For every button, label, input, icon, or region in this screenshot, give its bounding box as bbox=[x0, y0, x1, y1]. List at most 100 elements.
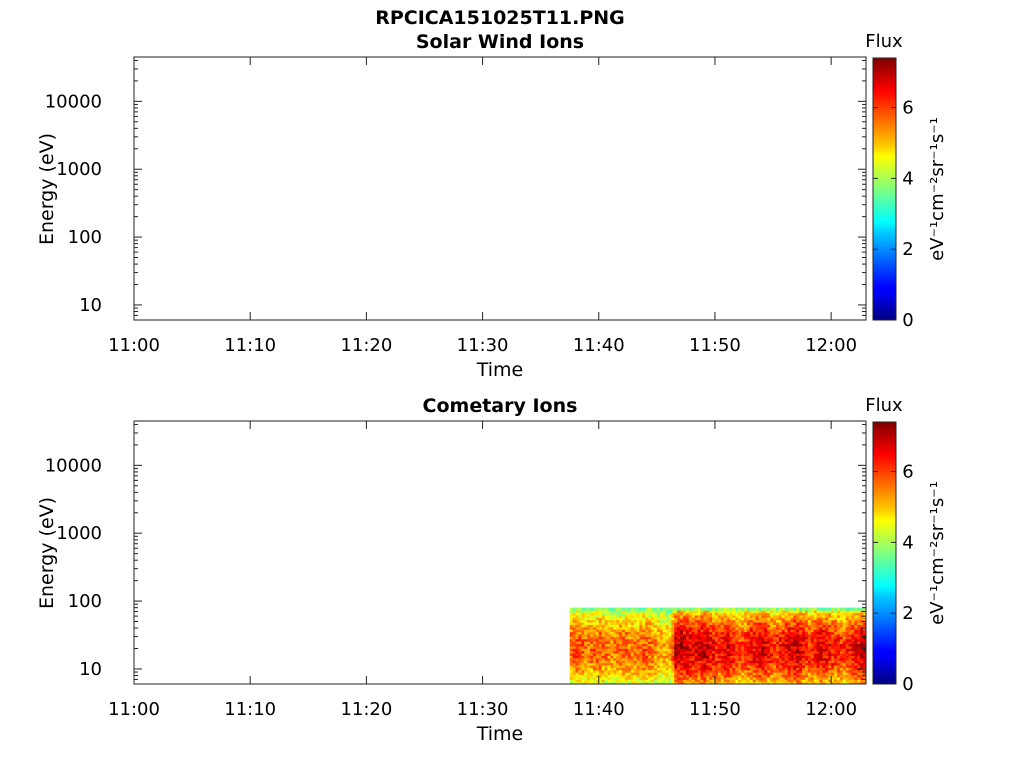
heatmap-cell bbox=[581, 657, 585, 661]
heatmap-cell bbox=[799, 676, 803, 680]
heatmap-cell bbox=[616, 621, 620, 625]
heatmap-cell bbox=[712, 643, 716, 647]
heatmap-cell bbox=[758, 648, 763, 652]
heatmap-cell bbox=[778, 617, 783, 621]
heatmap-cell bbox=[802, 629, 806, 633]
heatmap-cell bbox=[836, 633, 841, 637]
heatmap-cell bbox=[720, 614, 725, 618]
heatmap-cell bbox=[790, 614, 794, 618]
heatmap-cell bbox=[619, 612, 623, 616]
heatmap-cell bbox=[691, 674, 696, 678]
heatmap-cell bbox=[805, 629, 809, 633]
heatmap-cell bbox=[595, 641, 600, 645]
heatmap-cell bbox=[857, 674, 861, 678]
heatmap-cell bbox=[822, 660, 826, 664]
heatmap-cell bbox=[685, 641, 690, 645]
heatmap-cell bbox=[581, 619, 585, 623]
heatmap-cell bbox=[741, 648, 745, 652]
heatmap-cell bbox=[729, 621, 733, 625]
heatmap-cell bbox=[825, 645, 829, 649]
heatmap-cell bbox=[790, 624, 794, 628]
heatmap-cell bbox=[584, 657, 588, 661]
heatmap-cell bbox=[630, 669, 635, 673]
heatmap-cell bbox=[622, 650, 626, 654]
heatmap-cell bbox=[627, 643, 632, 647]
heatmap-cell bbox=[723, 648, 728, 652]
heatmap-cell bbox=[709, 636, 713, 640]
heatmap-cell bbox=[857, 672, 861, 676]
heatmap-cell bbox=[802, 607, 806, 611]
heatmap-cell bbox=[860, 633, 864, 637]
heatmap-cell bbox=[662, 672, 667, 676]
heatmap-cell bbox=[828, 612, 832, 616]
heatmap-cell bbox=[685, 667, 690, 671]
heatmap-cell bbox=[845, 650, 850, 654]
heatmap-cell bbox=[630, 657, 635, 661]
heatmap-cell bbox=[706, 681, 710, 684]
heatmap-cell bbox=[630, 664, 635, 668]
heatmap-cell bbox=[764, 657, 768, 661]
heatmap-cell bbox=[755, 619, 760, 623]
heatmap-cell bbox=[825, 629, 829, 633]
heatmap-cell bbox=[581, 681, 585, 684]
heatmap-cell bbox=[781, 676, 786, 680]
heatmap-cell bbox=[601, 619, 606, 623]
heatmap-cell bbox=[854, 643, 858, 647]
heatmap-cell bbox=[796, 650, 800, 654]
heatmap-cell bbox=[767, 660, 771, 664]
heatmap-cell bbox=[758, 641, 763, 645]
heatmap-cell bbox=[592, 681, 597, 684]
heatmap-cell bbox=[831, 669, 835, 673]
heatmap-cell bbox=[761, 610, 765, 614]
heatmap-cell bbox=[775, 650, 780, 654]
heatmap-cell bbox=[590, 681, 594, 684]
heatmap-cell bbox=[845, 621, 850, 625]
heatmap-cell bbox=[607, 626, 611, 630]
heatmap-cell bbox=[810, 624, 815, 628]
heatmap-cell bbox=[636, 621, 641, 625]
colorbar-title: Flux bbox=[865, 395, 903, 416]
heatmap-cell bbox=[836, 641, 841, 645]
heatmap-cell bbox=[758, 614, 763, 618]
heatmap-cell bbox=[738, 624, 742, 628]
heatmap-cell bbox=[781, 667, 786, 671]
heatmap-cell bbox=[717, 610, 722, 614]
heatmap-cell bbox=[746, 619, 751, 623]
heatmap-cell bbox=[677, 633, 681, 637]
heatmap-cell bbox=[595, 629, 600, 633]
heatmap-cell bbox=[860, 631, 864, 635]
heatmap-cell bbox=[784, 621, 789, 625]
heatmap-cell bbox=[587, 652, 591, 656]
heatmap-cell bbox=[639, 614, 643, 618]
heatmap-cell bbox=[802, 664, 806, 668]
heatmap-cell bbox=[848, 648, 853, 652]
heatmap-cell bbox=[744, 619, 748, 623]
heatmap-cell bbox=[569, 617, 574, 621]
heatmap-cell bbox=[761, 662, 765, 666]
heatmap-cell bbox=[627, 626, 632, 630]
heatmap-cell bbox=[764, 655, 768, 659]
heatmap-cell bbox=[630, 672, 635, 676]
heatmap-cell bbox=[700, 669, 704, 673]
heatmap-cell bbox=[642, 669, 646, 673]
heatmap-cell bbox=[613, 610, 617, 614]
heatmap-cell bbox=[781, 655, 786, 659]
heatmap-cell bbox=[677, 669, 681, 673]
heatmap-cell bbox=[784, 648, 789, 652]
heatmap-cell bbox=[685, 607, 690, 611]
heatmap-cell bbox=[778, 657, 783, 661]
heatmap-cell bbox=[674, 669, 678, 673]
heatmap-cell bbox=[656, 664, 661, 668]
heatmap-cell bbox=[685, 631, 690, 635]
heatmap-cell bbox=[694, 610, 699, 614]
heatmap-cell bbox=[697, 664, 702, 668]
heatmap-cell bbox=[822, 619, 826, 623]
heatmap-cell bbox=[624, 645, 629, 649]
heatmap-cell bbox=[703, 629, 707, 633]
heatmap-cell bbox=[581, 641, 585, 645]
heatmap-cell bbox=[598, 638, 603, 642]
heatmap-cell bbox=[680, 610, 684, 614]
heatmap-cell bbox=[735, 612, 739, 616]
heatmap-cell bbox=[627, 607, 632, 611]
heatmap-cell bbox=[668, 645, 672, 649]
